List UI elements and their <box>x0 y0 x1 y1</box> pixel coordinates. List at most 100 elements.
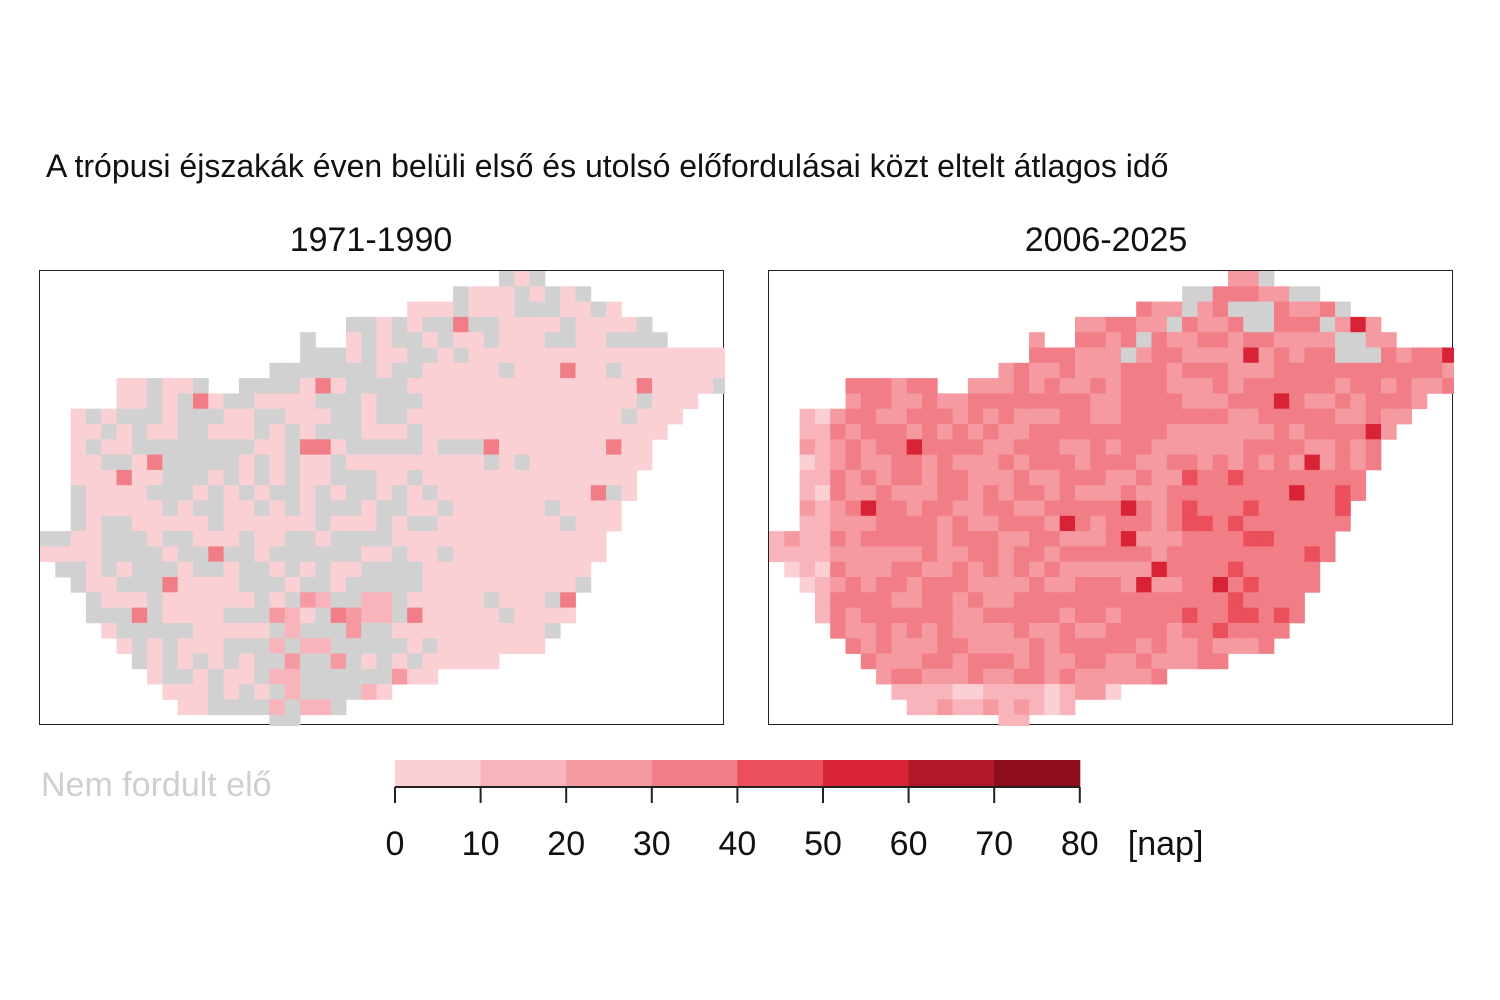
grid-cell-1971-1990 <box>269 378 286 394</box>
grid-cell-2006-2025 <box>922 668 938 685</box>
grid-cell-2006-2025 <box>1350 347 1367 364</box>
grid-cell-2006-2025 <box>1013 622 1030 639</box>
grid-cell-1971-1990 <box>407 332 423 348</box>
grid-cell-1971-1990 <box>101 424 117 440</box>
grid-cell-1971-1990 <box>713 347 725 364</box>
grid-cell-2006-2025 <box>952 653 969 670</box>
grid-cell-2006-2025 <box>799 408 816 425</box>
grid-cell-2006-2025 <box>1090 485 1106 501</box>
grid-cell-1971-1990 <box>177 561 194 578</box>
grid-cell-1971-1990 <box>269 592 286 608</box>
grid-cell-1971-1990 <box>193 592 209 608</box>
grid-cell-1971-1990 <box>85 577 102 593</box>
grid-cell-1971-1990 <box>391 546 408 563</box>
grid-cell-1971-1990 <box>177 393 194 410</box>
grid-cell-2006-2025 <box>998 607 1015 624</box>
grid-cell-1971-1990 <box>193 577 209 593</box>
grid-cell-1971-1990 <box>453 485 469 501</box>
grid-cell-1971-1990 <box>713 362 725 379</box>
grid-cell-1971-1990 <box>590 469 607 486</box>
grid-cell-1971-1990 <box>544 332 561 348</box>
grid-cell-2006-2025 <box>983 393 999 410</box>
grid-cell-1971-1990 <box>437 577 454 593</box>
grid-cell-2006-2025 <box>1381 362 1397 379</box>
grid-cell-1971-1990 <box>391 469 408 486</box>
grid-cell-2006-2025 <box>922 561 938 578</box>
grid-cell-1971-1990 <box>208 577 224 593</box>
grid-cell-1971-1990 <box>177 469 194 486</box>
grid-cell-1971-1990 <box>499 469 515 486</box>
grid-cell-1971-1990 <box>300 408 316 425</box>
grid-cell-1971-1990 <box>330 561 347 578</box>
grid-cell-2006-2025 <box>1105 638 1122 654</box>
grid-cell-2006-2025 <box>1166 424 1183 440</box>
grid-cell-1971-1990 <box>193 515 209 532</box>
grid-cell-1971-1990 <box>514 622 530 639</box>
grid-cell-1971-1990 <box>560 439 576 455</box>
grid-cell-2006-2025 <box>1013 684 1030 700</box>
grid-cell-2006-2025 <box>1044 577 1061 593</box>
grid-cell-1971-1990 <box>101 439 117 455</box>
grid-cell-2006-2025 <box>1228 378 1244 394</box>
grid-cell-2006-2025 <box>967 622 984 639</box>
grid-cell-2006-2025 <box>1059 668 1076 685</box>
grid-cell-1971-1990 <box>101 592 117 608</box>
grid-cell-1971-1990 <box>667 408 683 425</box>
grid-cell-1971-1990 <box>346 332 362 348</box>
grid-cell-2006-2025 <box>1197 561 1214 578</box>
grid-cell-1971-1990 <box>300 500 316 517</box>
grid-cell-2006-2025 <box>891 454 908 471</box>
grid-cell-2006-2025 <box>814 439 831 455</box>
grid-cell-1971-1990 <box>315 699 332 716</box>
grid-cell-2006-2025 <box>1319 546 1336 563</box>
grid-cell-1971-1990 <box>193 699 209 716</box>
grid-cell-2006-2025 <box>1059 607 1076 624</box>
grid-cell-2006-2025 <box>1166 393 1183 410</box>
grid-cell-1971-1990 <box>330 347 347 364</box>
grid-cell-1971-1990 <box>70 577 87 593</box>
grid-cell-1971-1990 <box>269 485 286 501</box>
grid-cell-2006-2025 <box>922 378 938 394</box>
grid-cell-1971-1990 <box>437 316 454 333</box>
grid-cell-1971-1990 <box>453 332 469 348</box>
grid-cell-2006-2025 <box>967 408 984 425</box>
grid-cell-2006-2025 <box>1335 301 1351 318</box>
grid-cell-1971-1990 <box>422 546 439 563</box>
grid-cell-1971-1990 <box>269 622 286 639</box>
grid-cell-2006-2025 <box>1059 592 1076 608</box>
grid-cell-1971-1990 <box>407 668 423 685</box>
grid-cell-2006-2025 <box>952 393 969 410</box>
grid-cell-1971-1990 <box>346 577 362 593</box>
grid-cell-2006-2025 <box>1151 515 1168 532</box>
grid-cell-2006-2025 <box>937 546 953 563</box>
grid-cell-1971-1990 <box>330 592 347 608</box>
grid-cell-2006-2025 <box>1228 316 1244 333</box>
grid-cell-2006-2025 <box>891 577 908 593</box>
grid-cell-1971-1990 <box>346 561 362 578</box>
grid-cell-1971-1990 <box>391 592 408 608</box>
grid-cell-1971-1990 <box>147 515 163 532</box>
grid-cell-2006-2025 <box>1151 592 1168 608</box>
grid-cell-2006-2025 <box>1090 577 1106 593</box>
grid-cell-2006-2025 <box>1151 378 1168 394</box>
grid-cell-1971-1990 <box>284 592 301 608</box>
legend-tick-label: 30 <box>633 825 671 863</box>
grid-cell-1971-1990 <box>361 469 377 486</box>
grid-cell-2006-2025 <box>1151 531 1168 547</box>
grid-cell-2006-2025 <box>952 592 969 608</box>
grid-cell-2006-2025 <box>998 393 1015 410</box>
grid-cell-2006-2025 <box>1182 362 1198 379</box>
grid-cell-2006-2025 <box>1120 485 1137 501</box>
grid-cell-1971-1990 <box>269 653 286 670</box>
grid-cell-1971-1990 <box>223 592 240 608</box>
legend-bin-4 <box>737 760 824 787</box>
grid-cell-2006-2025 <box>845 546 862 563</box>
grid-cell-2006-2025 <box>1182 286 1198 302</box>
grid-cell-1971-1990 <box>544 469 561 486</box>
grid-cell-1971-1990 <box>499 378 515 394</box>
grid-cell-1971-1990 <box>529 286 546 302</box>
grid-cell-1971-1990 <box>254 668 270 685</box>
grid-cell-1971-1990 <box>254 500 270 517</box>
grid-cell-1971-1990 <box>147 500 163 517</box>
grid-cell-2006-2025 <box>998 653 1015 670</box>
